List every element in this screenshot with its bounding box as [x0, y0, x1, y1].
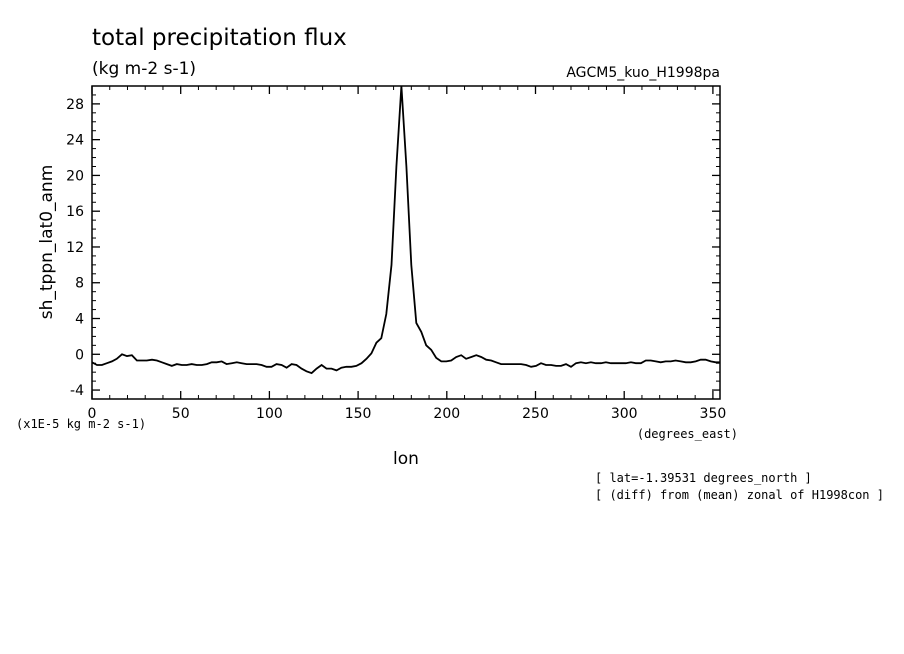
x-tick-label: 250: [522, 406, 549, 422]
x-axis-label: lon: [393, 449, 419, 469]
plot-frame: [91, 85, 721, 400]
x-tick-label: 300: [611, 406, 638, 422]
y-axis: -4 0 4 8 12 16 20 24 28: [66, 85, 720, 400]
y-tick-label: 12: [66, 240, 84, 256]
lat-note: [ lat=-1.39531 degrees_north ]: [595, 471, 812, 485]
x-tick-label: 100: [256, 406, 283, 422]
y-tick-label: 4: [75, 312, 84, 328]
x-tick-label: 150: [345, 406, 372, 422]
y-tick-label: -4: [70, 383, 84, 399]
y-tick-label: 16: [66, 204, 84, 220]
chart-units: (kg m-2 s-1): [92, 59, 196, 79]
y-tick-label: 28: [66, 97, 84, 113]
y-axis-label: sh_tppn_lat0_anm: [37, 165, 57, 320]
y-scale-label: (x1E-5 kg m-2 s-1): [16, 417, 146, 431]
diff-note: [ (diff) from (mean) zonal of H1998con ]: [595, 488, 884, 502]
y-tick-label: 20: [66, 168, 84, 184]
y-tick-label: 24: [66, 133, 84, 149]
x-tick-label: 200: [433, 406, 460, 422]
x-tick-label: 350: [700, 406, 727, 422]
x-tick-label: 50: [172, 406, 190, 422]
x-units-label: (degrees_east): [637, 427, 738, 441]
y-tick-label: 8: [75, 276, 84, 292]
experiment-label: AGCM5_kuo_H1998pa: [566, 65, 720, 81]
series-line: [91, 85, 720, 375]
y-tick-label: 0: [75, 347, 84, 363]
x-axis: 0 50 100 150 200 250 300 350: [88, 86, 727, 422]
chart-title: total precipitation flux: [92, 25, 347, 51]
x-tick-label: 0: [88, 406, 97, 422]
